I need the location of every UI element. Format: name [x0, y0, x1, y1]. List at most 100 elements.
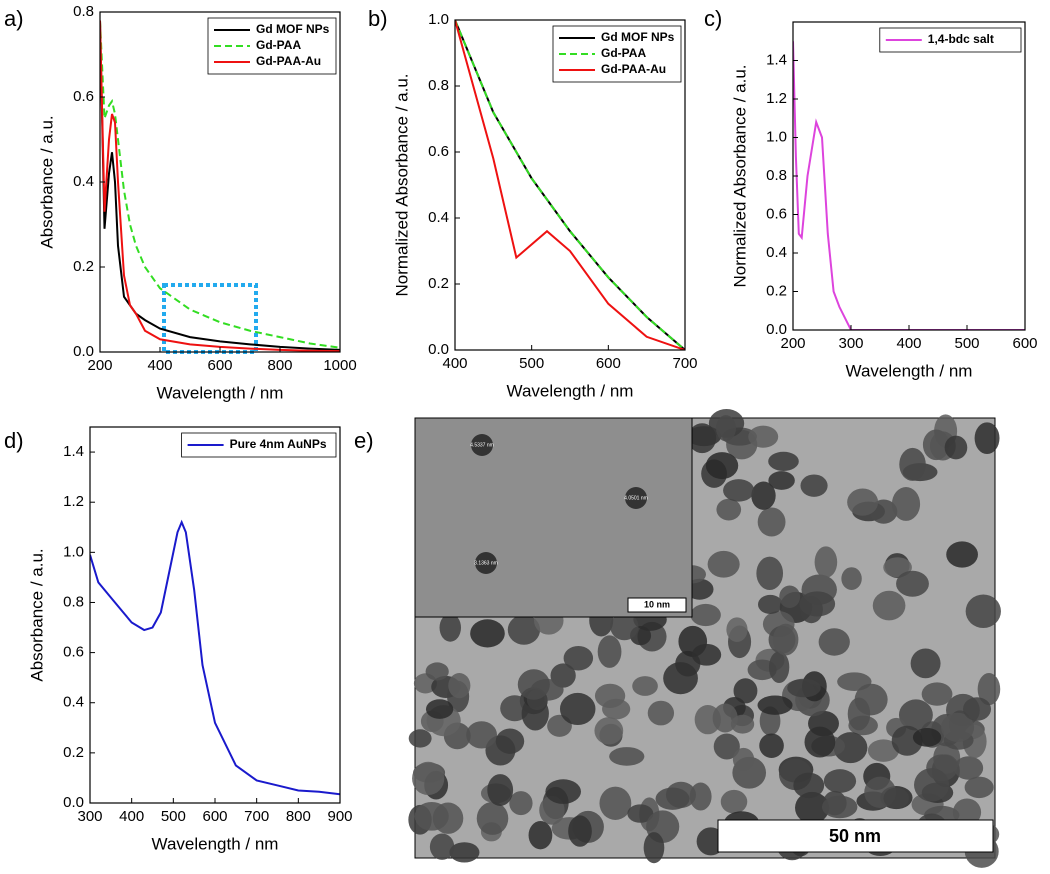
y-tick-label: 0.0: [428, 341, 449, 358]
panel-label: d): [4, 428, 24, 453]
y-tick-label: 0.4: [428, 209, 449, 226]
particle: [910, 648, 941, 679]
series-line: [90, 519, 340, 796]
y-tick-label: 0.8: [73, 3, 94, 20]
particle: [914, 768, 950, 802]
particle: [965, 594, 1001, 629]
x-tick-label: 400: [119, 808, 144, 825]
particle: [757, 507, 786, 537]
legend-label: Gd-PAA-Au: [256, 54, 321, 68]
x-tick-label: 300: [77, 808, 102, 825]
particle: [559, 692, 596, 726]
legend-label: Gd-PAA-Au: [601, 62, 666, 76]
particle: [772, 623, 799, 656]
particle: [898, 699, 933, 731]
x-tick-label: 900: [327, 808, 352, 825]
x-axis-title: Wavelength / nm: [157, 383, 284, 402]
particle: [759, 733, 784, 758]
y-tick-label: 0.0: [73, 343, 94, 360]
particle: [912, 727, 942, 747]
series-line: [100, 20, 340, 352]
particle: [964, 776, 994, 799]
particle: [599, 786, 632, 820]
x-tick-label: 500: [161, 808, 186, 825]
particle: [757, 594, 783, 615]
particle: [643, 832, 665, 864]
particle: [705, 452, 739, 480]
y-tick-label: 0.4: [73, 173, 94, 190]
particle: [756, 556, 784, 591]
particle: [716, 498, 742, 521]
y-tick-label: 1.0: [63, 543, 84, 560]
particle: [425, 699, 454, 719]
particle: [627, 804, 654, 823]
inset: [414, 417, 693, 618]
y-tick-label: 0.8: [63, 593, 84, 610]
x-tick-label: 200: [780, 335, 805, 352]
x-axis-title: Wavelength / nm: [846, 361, 973, 380]
x-tick-label: 500: [954, 335, 979, 352]
particle: [804, 726, 836, 758]
particle: [799, 591, 836, 617]
legend-label: 1,4-bdc salt: [928, 32, 994, 46]
y-tick-label: 0.2: [73, 258, 94, 275]
x-tick-label: 1000: [323, 357, 356, 374]
particle: [610, 612, 639, 641]
particle: [779, 585, 801, 609]
particle: [733, 678, 758, 704]
y-tick-label: 0.4: [766, 244, 787, 261]
x-tick-label: 200: [87, 357, 112, 374]
particle: [470, 619, 505, 648]
inset-particle: [471, 434, 493, 456]
particle: [867, 739, 899, 762]
particle: [517, 669, 550, 700]
particle: [768, 451, 799, 472]
particle: [847, 488, 879, 516]
particle: [448, 672, 471, 699]
legend-label: Pure 4nm AuNPs: [230, 437, 327, 451]
inset-label: 3.1363 nm: [474, 560, 498, 566]
scale-label: 50 nm: [829, 826, 881, 846]
particle: [818, 628, 850, 656]
particle: [921, 682, 953, 706]
particle: [723, 479, 755, 502]
particle: [977, 673, 1001, 706]
x-axis-title: Wavelength / nm: [152, 834, 279, 853]
x-tick-label: 800: [286, 808, 311, 825]
particle: [408, 729, 432, 748]
particle: [787, 678, 821, 698]
particle: [713, 733, 740, 760]
inset-label: 4.5337 nm: [470, 442, 494, 448]
particle: [954, 756, 984, 780]
y-tick-label: 1.4: [63, 443, 84, 460]
particle: [509, 791, 533, 816]
particle: [730, 714, 755, 734]
particle: [814, 546, 838, 578]
particle: [439, 613, 461, 642]
particle: [563, 645, 594, 671]
y-axis-title: Normalized Absorbance / a.u.: [730, 64, 749, 287]
plot-frame: [454, 19, 686, 351]
inset-scale-label: 10 nm: [644, 599, 670, 609]
y-tick-label: 0.2: [428, 275, 449, 292]
particle: [425, 662, 449, 681]
particle: [833, 732, 868, 764]
particle: [495, 728, 525, 754]
x-tick-label: 800: [267, 357, 292, 374]
particle: [854, 683, 888, 716]
x-tick-label: 600: [202, 808, 227, 825]
panel-label: e): [354, 428, 374, 453]
series-line: [455, 20, 685, 350]
y-axis-title: Absorbance / a.u.: [27, 548, 46, 681]
particle: [715, 415, 736, 442]
particle: [720, 789, 748, 814]
particle: [655, 787, 690, 810]
inset-particle: [475, 552, 497, 574]
particle: [609, 747, 645, 766]
particle: [872, 590, 906, 621]
inset-scale-box: [627, 597, 687, 613]
particle: [429, 833, 455, 860]
particle: [952, 798, 982, 826]
inset-particle: [625, 487, 647, 509]
x-tick-label: 400: [896, 335, 921, 352]
